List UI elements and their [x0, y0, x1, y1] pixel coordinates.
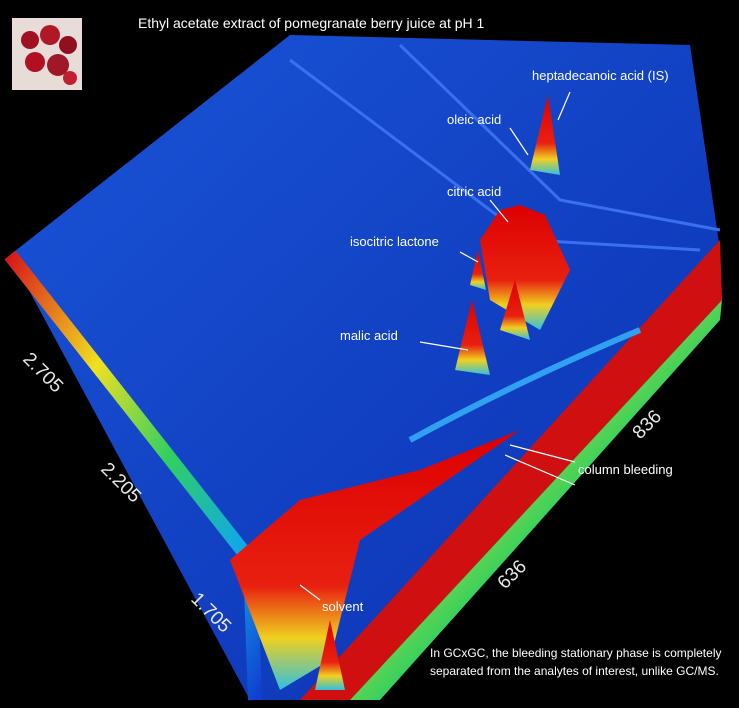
footnote: separated from the analytes of interest,…	[430, 664, 719, 678]
annotation: isocitric lactone	[350, 234, 439, 249]
title: Ethyl acetate extract of pomegranate ber…	[138, 15, 485, 31]
annotation: solvent	[322, 599, 364, 614]
annotation: oleic acid	[447, 112, 501, 127]
annotation: citric acid	[447, 184, 501, 199]
annotation: heptadecanoic acid (IS)	[532, 68, 669, 83]
tick-label: 2.705	[18, 349, 66, 397]
leader-lines	[299, 91, 576, 601]
footnote: In GCxGC, the bleeding stationary phase …	[430, 646, 721, 660]
annotation: column bleeding	[578, 462, 673, 477]
inset-photo	[12, 18, 82, 90]
annotation: malic acid	[340, 328, 398, 343]
peaks	[230, 95, 570, 690]
surface	[4, 35, 722, 701]
